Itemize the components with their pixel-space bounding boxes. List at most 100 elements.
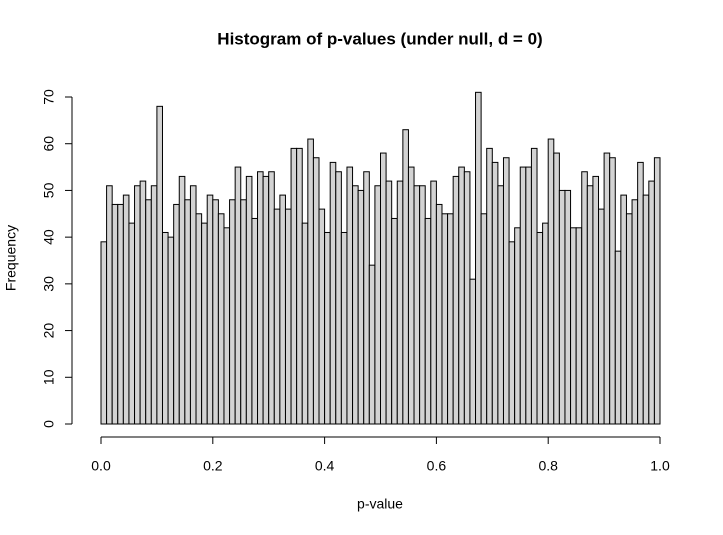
bar: [335, 171, 342, 425]
bar: [558, 189, 566, 425]
bar: [117, 203, 124, 425]
bar: [508, 241, 516, 425]
y-tick-label: 0: [41, 420, 57, 428]
bar: [212, 199, 219, 425]
bar: [592, 175, 600, 425]
bar: [161, 231, 169, 425]
bar: [178, 175, 186, 425]
bar: [581, 171, 588, 425]
bar: [368, 264, 376, 425]
bar: [251, 217, 259, 425]
bar: [570, 227, 577, 425]
bar: [374, 185, 382, 425]
bar: [614, 250, 622, 425]
bar: [430, 180, 437, 425]
bar: [201, 222, 208, 425]
bar: [111, 203, 119, 425]
bar: [620, 194, 627, 425]
bar: [625, 213, 633, 425]
bar: [240, 199, 247, 425]
x-axis-label: p-value: [357, 496, 403, 512]
bar: [458, 166, 465, 425]
bar: [553, 152, 560, 425]
bar: [519, 166, 527, 425]
x-tick-label: 0.6: [427, 458, 447, 474]
bar: [195, 213, 203, 425]
bar: [475, 91, 482, 425]
bar: [312, 157, 320, 425]
bar: [223, 227, 231, 425]
bar: [564, 189, 572, 425]
bar: [357, 189, 365, 425]
bar: [150, 185, 158, 425]
y-tick-label: 70: [41, 89, 57, 105]
bar: [100, 241, 108, 425]
bar: [128, 222, 136, 425]
bar: [598, 208, 605, 425]
bar: [642, 194, 650, 425]
bar: [419, 185, 426, 425]
bar: [352, 185, 359, 425]
bar: [648, 180, 655, 425]
y-tick-label: 40: [41, 229, 57, 245]
bar: [184, 199, 191, 425]
bar: [234, 166, 242, 425]
bar: [603, 152, 611, 425]
bar: [514, 227, 521, 425]
bar: [307, 138, 314, 425]
bar: [206, 194, 214, 425]
bar: [268, 171, 275, 425]
bar: [480, 213, 488, 425]
bar: [463, 171, 471, 425]
bar: [380, 152, 387, 425]
bar: [575, 227, 583, 425]
bar: [167, 236, 175, 425]
x-tick-label: 0.4: [315, 458, 335, 474]
x-tick-label: 0.0: [91, 458, 111, 474]
bar: [139, 180, 147, 425]
y-axis-label: Frequency: [3, 225, 19, 291]
bar: [547, 138, 555, 425]
x-tick-label: 1.0: [650, 458, 670, 474]
bar: [413, 185, 421, 425]
bar: [396, 180, 404, 425]
bar: [290, 147, 298, 425]
bar: [536, 231, 544, 425]
y-tick-label: 20: [41, 323, 57, 339]
y-tick-label: 60: [41, 136, 57, 152]
bar: [653, 157, 661, 425]
bar: [609, 157, 616, 425]
bar: [257, 171, 264, 425]
bar: [145, 199, 152, 425]
bar: [134, 185, 141, 425]
bar: [424, 217, 432, 425]
bar: [407, 166, 415, 425]
bar: [469, 278, 477, 425]
bar: [363, 171, 370, 425]
bar: [279, 194, 286, 425]
x-tick-label: 0.2: [203, 458, 223, 474]
bar: [631, 199, 639, 425]
bar: [273, 208, 281, 425]
bar: [340, 231, 348, 425]
bar: [156, 105, 163, 425]
bar: [245, 175, 253, 425]
bar: [346, 166, 354, 425]
bar: [229, 199, 236, 425]
chart-title: Histogram of p-values (under null, d = 0…: [217, 29, 542, 48]
bar: [106, 185, 113, 425]
bar: [447, 213, 454, 425]
x-tick-label: 0.8: [538, 458, 558, 474]
y-tick-label: 50: [41, 182, 57, 198]
bar: [542, 222, 549, 425]
bar: [189, 185, 197, 425]
bar: [637, 161, 644, 425]
bar: [435, 203, 443, 425]
y-tick-label: 10: [41, 369, 57, 385]
bar: [324, 231, 331, 425]
bar: [284, 208, 292, 425]
bar: [586, 185, 594, 425]
bar: [329, 161, 337, 425]
bar: [301, 222, 309, 425]
bar: [402, 129, 409, 425]
